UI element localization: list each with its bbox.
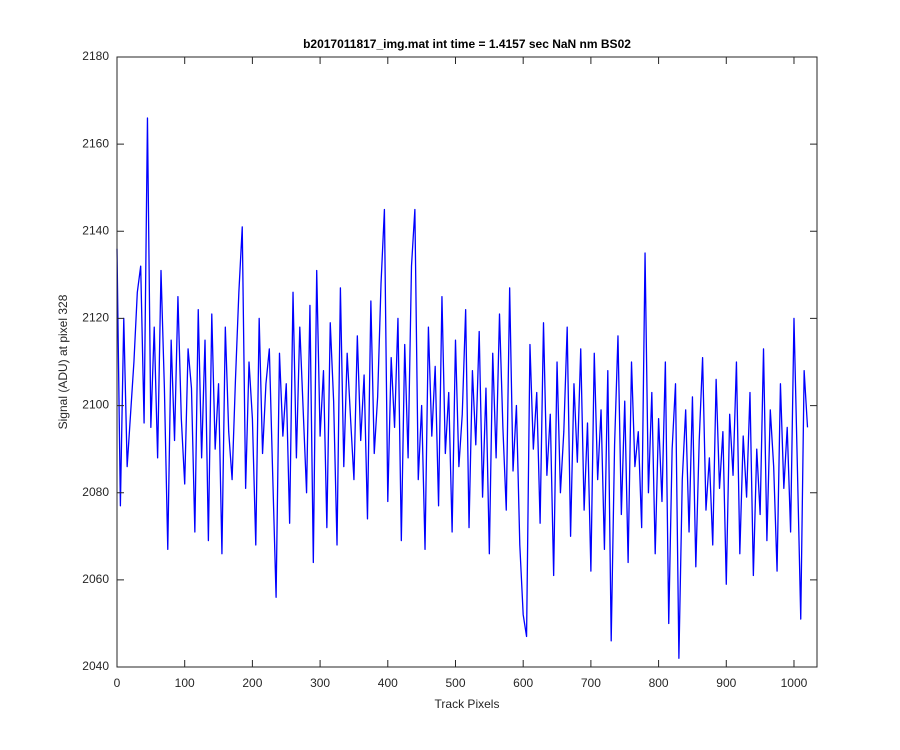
x-tick-label: 400 [378,676,398,690]
y-tick-label: 2100 [82,398,109,412]
y-tick-label: 2060 [82,572,109,586]
x-tick-label: 0 [114,676,121,690]
x-tick-label: 100 [175,676,195,690]
chart-title: b2017011817_img.mat int time = 1.4157 se… [303,37,631,51]
y-tick-label: 2140 [82,223,109,237]
y-tick-label: 2180 [82,49,109,63]
y-tick-label: 2040 [82,659,109,673]
x-tick-label: 900 [716,676,736,690]
axes-box [116,56,818,668]
y-tick-label: 2160 [82,136,109,150]
x-tick-label: 600 [513,676,533,690]
y-axis-label: Signal (ADU) at pixel 328 [56,294,70,429]
x-axis-label: Track Pixels [435,697,500,711]
x-tick-label: 200 [242,676,262,690]
data-line [116,117,809,659]
x-tick-label: 700 [581,676,601,690]
x-tick-label: 300 [310,676,330,690]
x-tick-label: 800 [649,676,669,690]
x-tick-label: 500 [445,676,465,690]
y-tick-label: 2080 [82,485,109,499]
x-tick-label: 1000 [781,676,808,690]
y-tick-label: 2120 [82,311,109,325]
